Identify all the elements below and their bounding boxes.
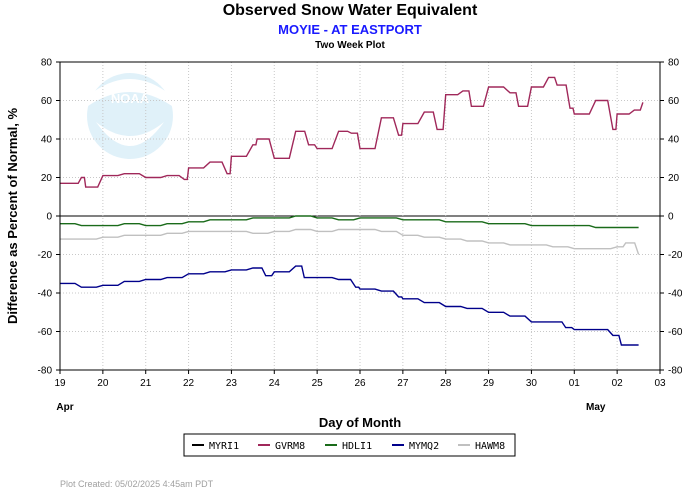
plot-created-note: Plot Created: 05/02/2025 4:45am PDT — [60, 479, 214, 489]
y-tick-label-right: 20 — [668, 173, 680, 184]
x-tick-label: 02 — [612, 378, 624, 389]
chart-subtitle: MOYIE - AT EASTPORT — [278, 22, 422, 37]
y-tick-label-left: -40 — [38, 289, 53, 300]
x-tick-label: 26 — [354, 378, 366, 389]
y-tick-label-left: 0 — [46, 212, 52, 223]
x-axis-label: Day of Month — [319, 415, 401, 430]
x-tick-label: 03 — [654, 378, 666, 389]
series-line-hdli1 — [60, 215, 639, 229]
x-tick-label: 28 — [440, 378, 452, 389]
y-tick-label-left: 80 — [41, 58, 53, 69]
logo-text: NOAA — [111, 91, 150, 106]
x-tick-label: 20 — [97, 378, 109, 389]
y-tick-label-right: 60 — [668, 96, 680, 107]
y-tick-label-right: 40 — [668, 135, 680, 146]
y-tick-label-right: 80 — [668, 58, 680, 69]
legend-box — [183, 433, 516, 457]
y-tick-label-left: 60 — [41, 96, 53, 107]
legend-label-mymq2: MYMQ2 — [409, 441, 439, 452]
x-tick-label: 21 — [140, 378, 152, 389]
y-tick-label-left: 40 — [41, 135, 53, 146]
x-tick-label: 24 — [269, 378, 281, 389]
y-tick-label-left: -80 — [38, 366, 53, 377]
legend-label-gvrm8: GVRM8 — [275, 441, 305, 452]
legend-label-myri1: MYRI1 — [209, 441, 239, 452]
x-tick-label: 19 — [54, 378, 66, 389]
y-tick-label-right: -40 — [668, 289, 683, 300]
month-label: Apr — [56, 402, 73, 413]
legend: MYRI1 GVRM8 HDLI1 MYMQ2 HAWM8 — [183, 433, 516, 457]
x-tick-label: 29 — [483, 378, 495, 389]
grid — [60, 62, 660, 370]
series-line-mymq2 — [60, 265, 639, 346]
chart-title: Observed Snow Water Equivalent — [222, 2, 478, 19]
noaa-logo-icon: NOAA — [87, 73, 173, 159]
x-tick-label: 27 — [397, 378, 409, 389]
plot-type-label: Two Week Plot — [315, 40, 385, 51]
legend-label-hdli1: HDLI1 — [342, 441, 372, 452]
y-tick-label-right: -80 — [668, 366, 683, 377]
y-tick-label-right: -20 — [668, 250, 683, 261]
x-tick-label: 30 — [526, 378, 538, 389]
month-label: May — [586, 402, 606, 413]
y-tick-label-right: 0 — [668, 212, 674, 223]
x-tick-label: 25 — [312, 378, 324, 389]
series-line-hawm8 — [60, 228, 640, 255]
x-tick-label: 01 — [569, 378, 581, 389]
x-tick-label: 22 — [183, 378, 195, 389]
x-tick-label: 23 — [226, 378, 238, 389]
y-axis-label: Difference as Percent of Normal, % — [5, 108, 20, 324]
series-line-gvrm8 — [60, 76, 644, 188]
y-tick-label-left: 20 — [41, 173, 53, 184]
y-tick-label-left: -60 — [38, 327, 53, 338]
y-tick-label-right: -60 — [668, 327, 683, 338]
series-group — [60, 76, 644, 346]
legend-label-hawm8: HAWM8 — [475, 441, 505, 452]
y-tick-label-left: -20 — [38, 250, 53, 261]
